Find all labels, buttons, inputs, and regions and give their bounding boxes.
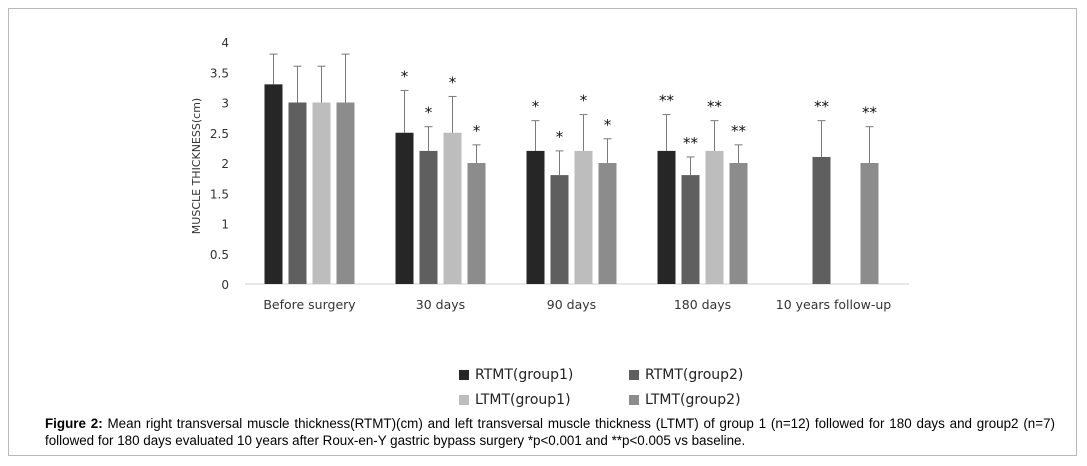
bar	[598, 163, 617, 284]
bar	[264, 84, 283, 284]
y-tick-label: 3	[221, 97, 229, 111]
significance-mark: *	[556, 128, 564, 146]
legend-item: LTMT(group1)	[459, 392, 571, 408]
bar	[526, 150, 545, 284]
bar	[419, 150, 438, 284]
y-tick-label: 2	[221, 157, 229, 171]
y-tick-label: 0.5	[210, 248, 229, 262]
legend-swatch	[459, 395, 469, 405]
x-tick-label: Before surgery	[263, 297, 356, 312]
y-tick-label: 3.5	[210, 66, 229, 80]
legend-item: RTMT(group1)	[459, 367, 573, 383]
significance-mark: **	[707, 98, 723, 116]
significance-mark: **	[659, 92, 675, 110]
legend-label: LTMT(group2)	[645, 392, 741, 408]
legend-item: LTMT(group2)	[629, 392, 741, 408]
y-tick-label: 4	[221, 36, 229, 50]
figure-frame: 0 0.5 1 1.5 2 2.5 3 3.5 4 MUSCLE THICKNESS(cm) Bef…	[8, 8, 1077, 456]
bar-chart: 0 0.5 1 1.5 2 2.5 3 3.5 4 MUSCLE THICKNESS(cm) Bef…	[190, 36, 909, 312]
legend-swatch	[459, 370, 469, 380]
figure-caption: Figure 2: Mean right transversal muscle …	[45, 415, 1055, 449]
legend-label: RTMT(group2)	[645, 367, 744, 383]
bar	[443, 132, 462, 284]
bar	[729, 163, 748, 284]
significance-mark: **	[731, 122, 747, 140]
x-tick-label: 30 days	[416, 297, 465, 312]
significance-mark: **	[862, 104, 878, 122]
bar	[550, 175, 569, 284]
x-tick-label: 180 days	[674, 297, 731, 312]
bar	[336, 102, 355, 284]
x-tick-label: 10 years follow-up	[776, 297, 892, 312]
caption-text: Mean right transversal muscle thickness(…	[45, 416, 1055, 448]
y-axis-label: MUSCLE THICKNESS(cm)	[190, 98, 203, 234]
bar	[705, 150, 724, 284]
significance-mark: *	[604, 116, 612, 134]
bar	[312, 102, 331, 284]
bar	[467, 163, 486, 284]
y-tick-label: 2.5	[210, 127, 229, 141]
significance-mark: *	[425, 104, 433, 122]
bar	[860, 163, 879, 284]
significance-mark: **	[683, 134, 699, 152]
bar	[681, 175, 700, 284]
caption-label: Figure 2:	[45, 416, 103, 431]
legend-swatch	[629, 395, 639, 405]
y-tick-label: 1.5	[210, 187, 229, 201]
significance-mark: *	[401, 67, 409, 85]
bar	[657, 150, 676, 284]
legend-swatch	[629, 370, 639, 380]
bar	[288, 102, 307, 284]
bar	[395, 132, 414, 284]
bar	[574, 150, 593, 284]
significance-mark: *	[473, 122, 481, 140]
significance-mark: **	[814, 98, 830, 116]
legend-label: LTMT(group1)	[475, 392, 571, 408]
legend-item: RTMT(group2)	[629, 367, 743, 383]
x-tick-label: 90 days	[547, 297, 596, 312]
y-tick-label: 1	[221, 218, 229, 232]
significance-mark: *	[449, 73, 457, 91]
significance-mark: *	[580, 92, 588, 110]
legend-label: RTMT(group1)	[475, 367, 574, 383]
significance-mark: *	[532, 98, 540, 116]
bar	[812, 156, 831, 284]
chart-legend: RTMT(group1) RTMT(group2) LTMT(group1) LTMT…	[459, 367, 769, 415]
y-tick-label: 0	[221, 278, 229, 292]
